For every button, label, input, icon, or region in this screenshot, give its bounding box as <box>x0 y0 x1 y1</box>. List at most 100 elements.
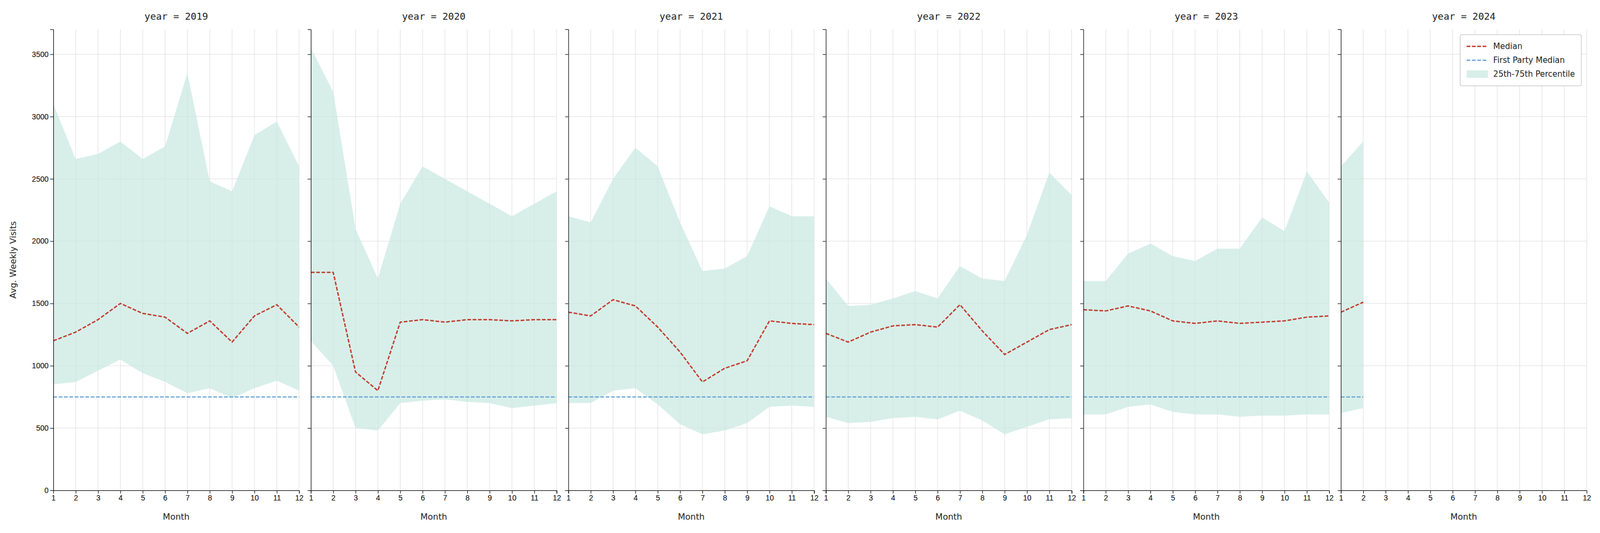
x-tick-label: 7 <box>1215 493 1220 503</box>
grid-line-y <box>1083 178 1330 180</box>
y-tick <box>1080 428 1084 429</box>
x-tick-label: 8 <box>208 493 213 503</box>
x-tick: 9 <box>1260 490 1265 503</box>
series-line <box>1083 396 1330 398</box>
y-tick-mark <box>822 428 827 429</box>
y-tick-mark <box>1080 241 1084 242</box>
x-tick-label: 3 <box>868 493 874 503</box>
x-tick: 3 <box>96 490 101 503</box>
legend: MedianFirst Party Median25th-75th Percen… <box>1460 34 1582 86</box>
y-axis-line <box>1080 29 1084 492</box>
grid-line-y <box>1340 428 1587 429</box>
grid-line-y <box>1340 241 1587 242</box>
x-tick: 9 <box>230 490 235 503</box>
y-axis-line <box>565 29 570 492</box>
x-axis-title: Month <box>420 512 447 523</box>
series-line <box>568 299 815 382</box>
grid-line-x <box>1429 29 1431 491</box>
x-tick-label: 8 <box>1237 493 1243 503</box>
x-tick-label: 6 <box>163 493 168 503</box>
percentile-band <box>826 172 1072 435</box>
x-tick-label: 5 <box>140 493 146 503</box>
x-tick-label: 1 <box>308 493 314 503</box>
x-tick-label: 8 <box>465 493 470 503</box>
series-line <box>310 272 557 391</box>
x-tick-label: 11 <box>788 493 797 503</box>
y-tick-mark <box>565 428 569 429</box>
grid-line-y <box>1083 116 1330 117</box>
x-axis-line <box>1341 491 1588 495</box>
grid-line-y <box>826 428 1072 429</box>
x-tick-label: 5 <box>913 493 918 503</box>
grid-line-y <box>826 116 1072 117</box>
series-line <box>310 396 557 398</box>
y-tick: 2500 <box>32 174 54 184</box>
marks <box>53 73 300 399</box>
y-tick-mark <box>1337 365 1341 367</box>
grid-line-y <box>1083 428 1330 429</box>
y-tick-mark <box>1337 179 1341 180</box>
grid-line-y <box>53 53 300 55</box>
x-tick-label: 4 <box>891 493 896 503</box>
grid-line-y <box>310 116 557 117</box>
y-tick-mark <box>822 241 827 242</box>
grid <box>568 29 815 491</box>
y-tick: 3500 <box>32 50 54 59</box>
y-tick-label: 2000 <box>32 236 49 246</box>
x-tick-label: 8 <box>723 493 728 503</box>
x-axis-title: Month <box>1193 512 1220 523</box>
y-tick <box>1337 54 1341 55</box>
y-axis: 0500100015002000250030003500 <box>32 29 54 495</box>
legend-label: Median <box>1493 41 1523 52</box>
series-line <box>53 396 300 398</box>
y-tick-mark <box>307 303 311 304</box>
x-tick-label: 1 <box>51 493 56 503</box>
panel-title: year = 2023 <box>1174 10 1238 22</box>
y-tick: 1500 <box>32 299 54 308</box>
x-tick-label: 2 <box>588 493 594 503</box>
grid-line-y <box>826 178 1072 180</box>
x-tick-label: 1 <box>824 493 829 503</box>
percentile-band <box>568 147 815 435</box>
x-axis-line <box>53 491 300 495</box>
y-tick <box>822 179 827 180</box>
x-tick: 2 <box>1361 490 1366 503</box>
x-tick: 7 <box>1473 490 1478 503</box>
x-tick: 2 <box>846 490 851 503</box>
x-tick-label: 10 <box>250 493 260 503</box>
y-tick <box>307 54 311 55</box>
x-tick: 9 <box>745 490 750 503</box>
x-tick: 12 <box>1325 490 1334 503</box>
x-tick: 5 <box>140 490 146 503</box>
x-tick-label: 11 <box>1302 493 1311 503</box>
x-tick-label: 2 <box>331 493 336 503</box>
y-tick: 3000 <box>32 112 54 122</box>
x-tick: 10 <box>1280 490 1290 503</box>
x-tick: 6 <box>1450 490 1455 503</box>
x-tick: 8 <box>723 490 728 503</box>
x-tick: 10 <box>508 490 517 503</box>
x-tick: 9 <box>488 490 493 503</box>
y-tick-mark <box>822 365 827 367</box>
x-tick: 1 <box>1339 490 1344 503</box>
x-tick: 11 <box>530 490 539 503</box>
y-tick-mark <box>565 241 569 242</box>
grid <box>1083 29 1330 491</box>
y-tick <box>1080 365 1084 367</box>
x-tick-label: 2 <box>1104 493 1109 503</box>
y-tick <box>307 428 311 429</box>
x-tick-label: 8 <box>980 493 985 503</box>
x-tick-label: 5 <box>1171 493 1176 503</box>
x-axis-line <box>826 491 1072 495</box>
x-tick-label: 7 <box>443 493 448 503</box>
y-tick-mark <box>822 490 827 492</box>
x-tick: 1 <box>824 490 829 503</box>
x-axis-line <box>310 491 557 495</box>
x-tick: 7 <box>443 490 448 503</box>
panel-title: year = 2024 <box>1432 10 1496 22</box>
percentile-band <box>53 73 300 399</box>
y-tick-mark <box>1337 54 1341 55</box>
x-tick-label: 12 <box>1582 493 1592 503</box>
x-tick-label: 3 <box>1126 493 1131 503</box>
y-tick-label: 3500 <box>32 50 49 59</box>
